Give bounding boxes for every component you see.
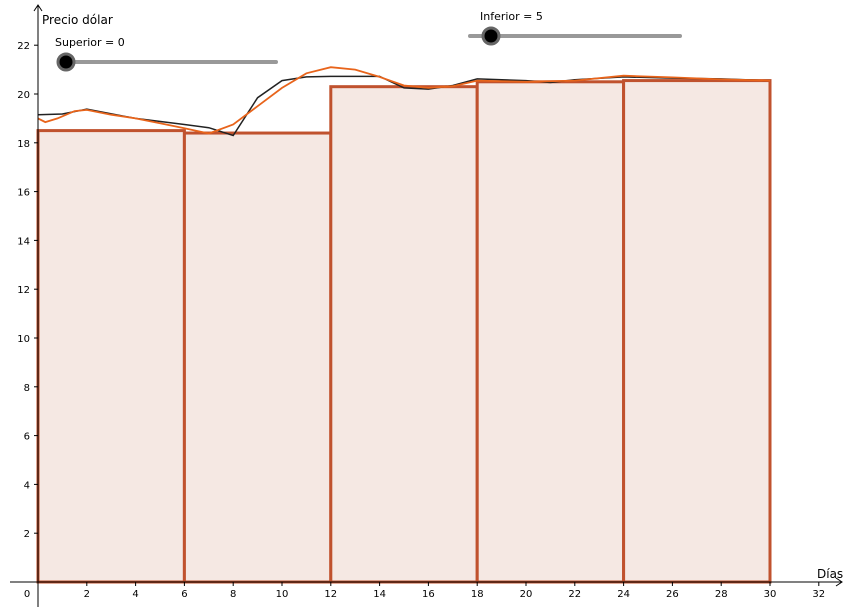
x-tick-label: 16 [422,589,435,600]
y-axis-arrow [33,4,43,12]
y-tick-label: 12 [17,285,30,296]
x-tick-label: 24 [617,589,630,600]
bar-2 [182,131,333,584]
x-tick-label: 22 [568,589,581,600]
slider-inferior[interactable]: Inferior = 5 [468,10,682,46]
y-tick-label: 2 [24,529,30,540]
x-tick-label: 10 [276,589,289,600]
x-tick-label: 30 [764,589,777,600]
slider-superior-label: Superior = 0 [55,36,125,49]
slider-inferior-label: Inferior = 5 [480,10,543,23]
slider-superior-knob[interactable] [56,52,76,72]
bar-4 [475,80,626,584]
x-tick-label: 6 [181,589,187,600]
x-tick-label: 28 [715,589,728,600]
bar-1 [36,129,186,584]
y-tick-label: 4 [24,480,30,491]
x-tick-label: 2 [84,589,90,600]
y-tick-label: 14 [17,236,30,247]
y-tick-label: 8 [24,383,30,394]
series-line-2 [37,66,771,135]
x-tick-label: 14 [373,589,386,600]
x-tick-label: 20 [520,589,533,600]
y-tick-label: 18 [17,139,30,150]
x-tick-label: 32 [812,589,825,600]
x-tick-label: 12 [324,589,337,600]
x-tick-label: 0 [24,589,30,600]
y-tick-label: 20 [17,90,30,101]
axes [10,4,843,607]
x-tick-label: 8 [230,589,236,600]
slider-inferior-knob[interactable] [481,26,501,46]
x-tick-label: 4 [132,589,138,600]
bar-3 [329,85,479,584]
bar-5 [622,79,772,584]
x-axis-arrow [835,577,843,587]
bars-layer [36,79,772,584]
y-tick-label: 16 [17,188,30,199]
x-tick-label: 18 [471,589,484,600]
slider-superior[interactable]: Superior = 0 [55,36,278,72]
x-axis-label: Días [817,567,843,581]
y-tick-label: 10 [17,334,30,345]
y-tick-label: 6 [24,432,30,443]
x-tick-label: 26 [666,589,679,600]
y-tick-label: 22 [17,41,30,52]
tick-labels: 0 2 4 6 8 10 12 14 16 18 20 22 24 26 28 30 3224681012141… [17,41,825,600]
series-layer [37,66,771,137]
y-axis-label: Precio dólar [42,13,113,27]
